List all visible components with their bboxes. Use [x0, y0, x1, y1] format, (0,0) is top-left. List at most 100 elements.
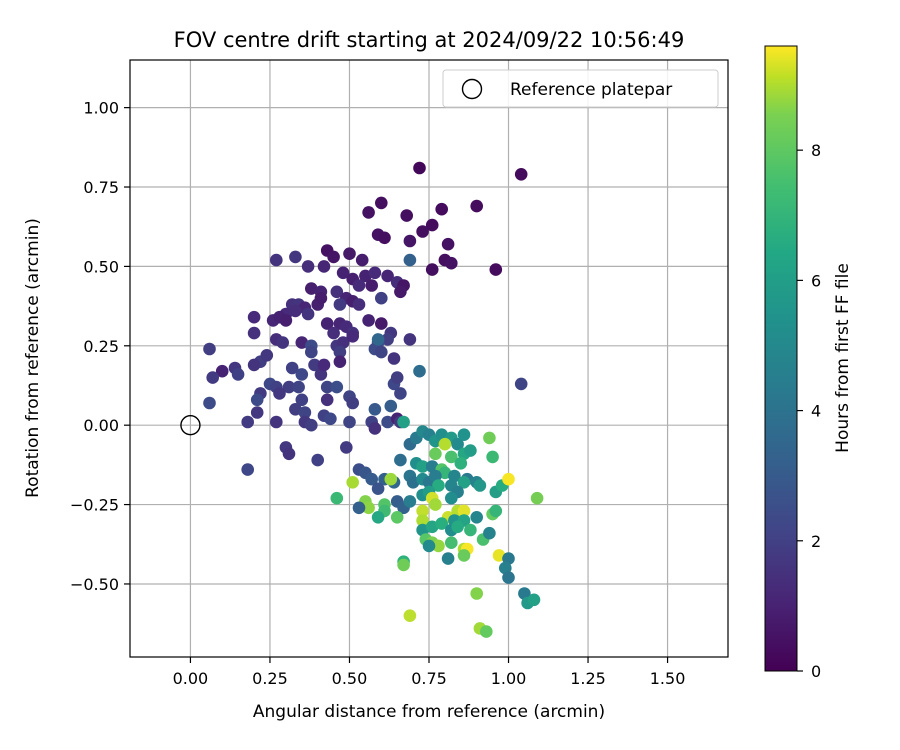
data-point [381, 415, 394, 429]
data-point [260, 349, 274, 362]
data-point [250, 393, 264, 407]
data-point [298, 406, 312, 419]
data-point [305, 418, 318, 432]
data-point [203, 396, 216, 410]
data-point [327, 250, 340, 264]
data-point [289, 250, 302, 264]
x-axis-label: Angular distance from reference (arcmin) [253, 702, 605, 722]
y-tick-label: 0.75 [83, 178, 119, 197]
data-point [333, 355, 347, 369]
data-point [470, 587, 484, 600]
y-axis-label: Rotation from reference (arcmin) [23, 218, 43, 498]
data-point [231, 368, 245, 381]
data-point [438, 437, 452, 451]
data-point [368, 422, 382, 435]
data-point [397, 415, 410, 429]
data-point [457, 504, 471, 518]
data-point [464, 523, 477, 537]
data-point [457, 476, 471, 489]
data-point [305, 282, 318, 295]
data-point [320, 317, 334, 330]
data-point [381, 269, 394, 283]
data-point [279, 314, 293, 327]
data-point [330, 491, 344, 505]
x-tick-label: 0.50 [332, 669, 368, 688]
data-point [375, 196, 388, 210]
data-point [365, 279, 379, 292]
data-point [330, 285, 344, 299]
data-point [502, 552, 515, 565]
data-point [247, 310, 261, 324]
colorbar-tick-label: 8 [811, 141, 821, 160]
data-point [438, 466, 452, 480]
data-point [276, 336, 290, 349]
data-point [403, 234, 417, 248]
data-point [247, 358, 261, 372]
colorbar-tick-label: 4 [811, 402, 821, 421]
data-point [492, 549, 506, 562]
data-point [429, 498, 442, 511]
data-point [499, 561, 512, 575]
data-point [445, 450, 458, 464]
data-point [403, 495, 417, 508]
data-point [378, 231, 391, 245]
y-tick-label: 0.50 [83, 257, 119, 276]
data-point [362, 206, 375, 219]
data-point [502, 472, 515, 486]
data-point [403, 333, 417, 346]
legend-box [442, 69, 719, 108]
data-point [394, 387, 407, 400]
colorbar-gradient [764, 45, 798, 672]
data-point [343, 247, 356, 260]
data-point [413, 161, 426, 175]
y-tick-label: 0.00 [83, 416, 119, 435]
data-point [320, 393, 334, 407]
data-point [247, 326, 261, 340]
data-point [448, 469, 461, 483]
data-point [336, 336, 350, 349]
data-point [317, 358, 331, 372]
colorbar: 0 2 4 6 8 Hours from first FF file [764, 45, 853, 681]
data-point [416, 225, 429, 238]
data-point [352, 501, 366, 515]
data-point [289, 304, 302, 318]
data-point [416, 523, 429, 537]
data-point [285, 361, 299, 375]
data-point [445, 491, 458, 505]
data-point [362, 314, 375, 327]
data-point [308, 358, 321, 372]
data-point [400, 209, 414, 222]
colorbar-tick-label: 6 [811, 271, 821, 290]
data-point [406, 476, 420, 489]
colorbar-ticks: 0 2 4 6 8 [797, 141, 821, 681]
data-point [403, 609, 417, 622]
data-point [203, 342, 216, 356]
grid [130, 60, 728, 657]
data-point [371, 511, 385, 524]
data-point [435, 202, 449, 216]
data-point [365, 472, 379, 486]
data-point [317, 260, 331, 273]
legend-marker [461, 78, 483, 100]
data-point [451, 437, 464, 451]
data-point [359, 269, 372, 283]
data-point [464, 444, 477, 457]
x-axis-ticks: 0.00 0.25 0.50 0.75 1.00 1.25 1.50 [173, 657, 685, 688]
y-tick-label: 1.00 [83, 99, 119, 118]
data-point [480, 625, 493, 638]
x-tick-label: 0.00 [173, 669, 209, 688]
colorbar-tick-label: 2 [811, 532, 821, 551]
data-point [346, 396, 360, 410]
data-point [270, 415, 283, 429]
data-point [305, 345, 318, 359]
data-point [333, 345, 347, 359]
data-point [295, 393, 309, 407]
data-point [371, 333, 385, 346]
data-point [295, 336, 309, 349]
x-tick-label: 0.25 [252, 669, 288, 688]
data-point [314, 291, 328, 305]
data-point [346, 330, 360, 343]
data-point [384, 472, 398, 486]
